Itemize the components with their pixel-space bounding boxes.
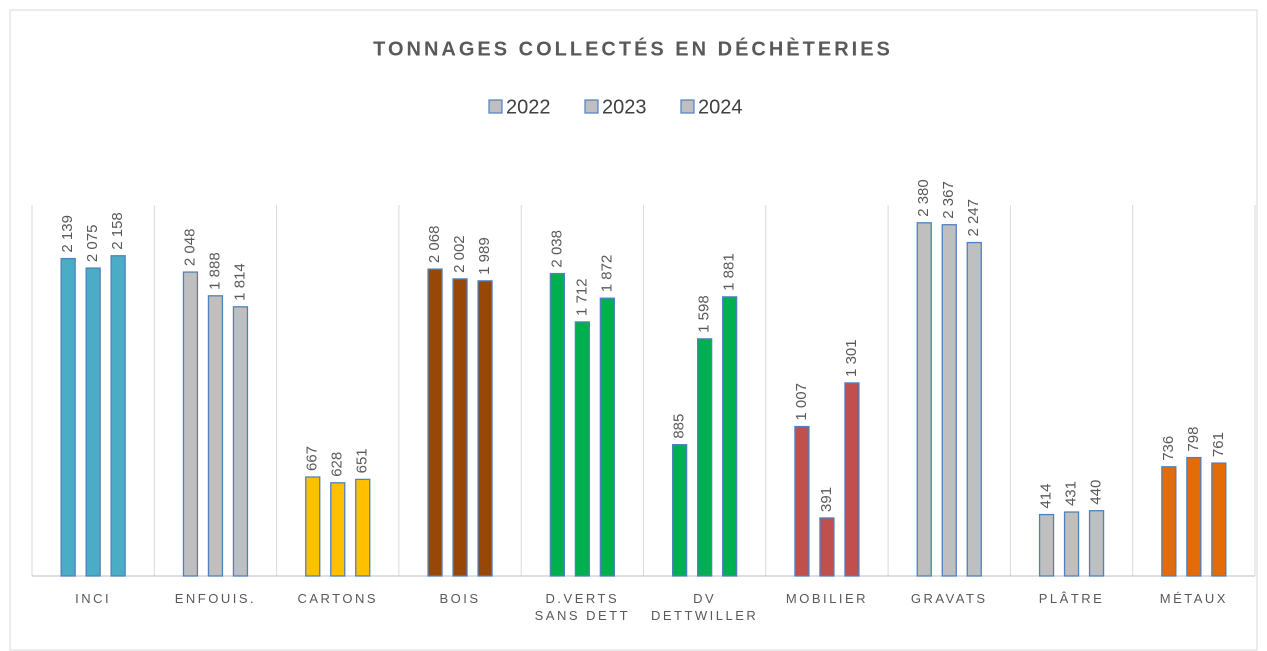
bar [599, 297, 615, 577]
x-tick-label: INCI [75, 591, 112, 606]
data-label: 761 [1210, 432, 1227, 457]
data-label: 1 598 [696, 295, 713, 333]
x-tick-label: DV DETTWILLER [650, 591, 759, 623]
data-label: 414 [1038, 484, 1055, 509]
data-label: 2 002 [451, 235, 468, 273]
legend-label: 2024 [698, 96, 743, 118]
bar [110, 255, 126, 577]
data-label: 1 872 [598, 255, 615, 293]
bar [1063, 511, 1080, 577]
bar [85, 267, 101, 577]
data-label: 431 [1063, 481, 1080, 506]
bar [697, 338, 713, 577]
data-label: 391 [818, 487, 835, 512]
bar [452, 278, 468, 577]
data-label: 798 [1185, 427, 1202, 452]
bar [182, 271, 199, 577]
bar [232, 306, 249, 577]
data-label: 1 881 [721, 253, 738, 291]
bar [966, 241, 982, 577]
data-label: 667 [304, 446, 321, 471]
x-tick-label: MOBILIER [785, 591, 868, 606]
x-tick-label: MÉTAUX [1159, 591, 1228, 606]
data-label: 2 158 [109, 212, 126, 250]
data-label: 440 [1088, 480, 1105, 505]
bar [549, 272, 565, 577]
x-tick-label: D.VERTS SANS DETT [534, 591, 631, 623]
bar [207, 295, 224, 577]
data-label: 628 [329, 452, 346, 477]
bar [1161, 466, 1177, 577]
legend-label: 2022 [506, 96, 551, 118]
bar [844, 382, 860, 577]
x-tick-label: ENFOUIS. [174, 591, 257, 606]
x-tick-label: BOIS [439, 591, 481, 606]
bar [722, 296, 738, 577]
bar [916, 222, 932, 577]
data-label: 2 075 [84, 225, 101, 263]
legend-swatch [488, 99, 503, 114]
bar [330, 482, 346, 577]
data-label: 885 [671, 414, 688, 439]
data-label: 1 814 [231, 263, 248, 301]
data-label: 2 068 [426, 226, 443, 264]
bar [305, 476, 321, 577]
data-label: 1 007 [793, 383, 810, 421]
bar [477, 280, 493, 577]
data-label: 1 301 [843, 339, 860, 377]
legend-swatch [584, 99, 599, 114]
data-label: 2 048 [181, 229, 198, 267]
bar [941, 224, 957, 577]
data-label: 736 [1160, 436, 1177, 461]
data-label: 651 [354, 448, 371, 473]
data-label: 2 247 [965, 199, 982, 237]
data-label: 2 139 [59, 215, 76, 253]
legend-swatch [680, 99, 695, 114]
legend-label: 2023 [602, 96, 647, 118]
bar [819, 517, 835, 577]
bar [1038, 513, 1055, 577]
data-label: 2 367 [940, 181, 957, 219]
data-label: 2 038 [548, 230, 565, 268]
bar [1186, 456, 1202, 577]
bar [672, 444, 688, 577]
bar [1211, 462, 1227, 577]
x-tick-label: PLÂTRE [1038, 591, 1105, 606]
chart-title: TONNAGES COLLECTÉS EN DÉCHÈTERIES [373, 37, 893, 60]
bar [794, 425, 810, 577]
bar [355, 478, 371, 577]
data-label: 1 712 [573, 278, 590, 316]
data-label: 2 380 [915, 179, 932, 217]
bar [60, 257, 76, 577]
bar [427, 268, 443, 577]
x-tick-label: CARTONS [297, 591, 379, 606]
data-label: 1 989 [476, 237, 493, 275]
bar [574, 321, 590, 577]
x-tick-label: GRAVATS [910, 591, 988, 606]
data-label: 1 888 [206, 252, 223, 290]
bar [1088, 510, 1105, 577]
